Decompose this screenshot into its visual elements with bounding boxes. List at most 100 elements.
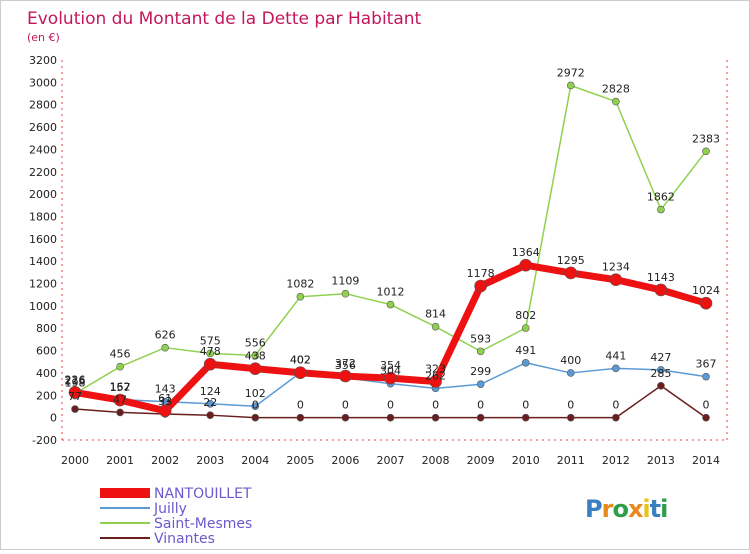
data-label-saint-mesmes: 456 <box>110 348 131 361</box>
data-point-vinantes <box>612 413 620 422</box>
data-point-vinantes <box>521 413 530 422</box>
data-label-vinantes: 0 <box>342 399 349 412</box>
data-point-saint-mesmes <box>161 343 169 352</box>
data-label-juilly: 367 <box>696 358 717 371</box>
data-label-juilly: 400 <box>560 354 581 367</box>
legend-label-saint-mesmes: Saint-Mesmes <box>154 516 252 532</box>
data-point-nantouillet <box>248 362 262 375</box>
data-label-saint-mesmes: 1862 <box>647 191 675 204</box>
axes: -200020040060080010001200140016001800200… <box>29 54 728 467</box>
data-point-saint-mesmes <box>702 147 710 156</box>
data-point-vinantes <box>702 413 710 422</box>
data-label-juilly: 299 <box>470 365 491 378</box>
data-point-saint-mesmes <box>612 97 620 106</box>
data-label-vinantes: 285 <box>650 367 671 380</box>
data-point-saint-mesmes <box>521 324 530 332</box>
data-label-saint-mesmes: 2383 <box>692 132 720 145</box>
y-tick-label: 400 <box>36 367 57 380</box>
data-label-vinantes: 0 <box>477 399 484 412</box>
data-point-vinantes <box>431 413 440 422</box>
data-label-saint-mesmes: 2828 <box>602 83 630 96</box>
data-label-juilly: 304 <box>380 365 401 378</box>
data-point-juilly <box>612 364 620 373</box>
data-point-vinantes <box>296 413 305 422</box>
data-point-saint-mesmes <box>206 349 215 358</box>
data-label-vinantes: 0 <box>567 399 574 412</box>
y-tick-label: 2000 <box>29 188 57 201</box>
x-tick-label: 2008 <box>422 454 450 467</box>
data-label-nantouillet: 226 <box>65 373 86 386</box>
data-point-vinantes <box>341 413 350 422</box>
data-label-vinantes: 33 <box>158 395 172 408</box>
data-point-juilly <box>521 358 530 367</box>
y-tick-label: 2200 <box>29 166 57 179</box>
data-label-saint-mesmes: 1109 <box>331 275 359 288</box>
y-tick-label: 3200 <box>29 54 57 67</box>
data-point-nantouillet <box>113 393 127 407</box>
logo-text: Proxiti <box>585 495 667 523</box>
data-label-vinantes: 0 <box>297 399 304 412</box>
data-labels: 198 162 143 124 102 402 356 304 262 299 491 400 441 4… <box>65 66 721 411</box>
data-point-juilly <box>702 372 710 381</box>
data-point-juilly <box>566 369 575 377</box>
data-label-nantouillet: 402 <box>290 354 311 367</box>
legend-label-juilly: Juilly <box>153 501 187 517</box>
data-label-nantouillet: 1143 <box>647 271 675 284</box>
data-label-nantouillet: 323 <box>425 363 446 376</box>
data-label-vinantes: 0 <box>432 399 439 412</box>
y-tick-label: 1600 <box>29 233 57 246</box>
data-point-vinantes <box>251 413 260 422</box>
data-point-saint-mesmes <box>251 351 260 360</box>
data-point-saint-mesmes <box>657 205 665 214</box>
data-label-vinantes: 0 <box>612 399 619 412</box>
data-label-juilly: 356 <box>335 359 356 372</box>
data-point-saint-mesmes <box>386 300 395 309</box>
y-tick-label: 1200 <box>29 278 57 291</box>
y-tick-label: 1000 <box>29 300 57 313</box>
data-point-nantouillet <box>609 273 623 287</box>
x-tick-label: 2006 <box>331 454 359 467</box>
data-point-nantouillet <box>699 296 713 310</box>
y-tick-label: 2600 <box>29 121 57 134</box>
data-label-juilly: 427 <box>650 351 671 364</box>
data-point-vinantes <box>71 405 79 413</box>
x-tick-label: 2002 <box>151 454 179 467</box>
x-tick-label: 2003 <box>196 454 224 467</box>
data-point-saint-mesmes <box>566 81 575 90</box>
x-tick-label: 2011 <box>557 454 585 467</box>
data-label-nantouillet: 61 <box>158 392 172 405</box>
data-label-juilly: 143 <box>155 383 176 396</box>
y-tick-label: 600 <box>36 345 57 358</box>
data-point-vinantes <box>116 408 124 417</box>
x-tick-label: 2009 <box>467 454 495 467</box>
data-point-nantouillet <box>339 369 352 383</box>
data-point-nantouillet <box>68 386 82 399</box>
data-point-saint-mesmes <box>296 292 305 301</box>
data-label-saint-mesmes: 593 <box>470 332 491 345</box>
x-tick-label: 2013 <box>647 454 675 467</box>
data-label-juilly: 262 <box>425 369 446 382</box>
data-point-saint-mesmes <box>341 289 350 298</box>
y-tick-label: 200 <box>36 389 57 402</box>
data-point-vinantes <box>657 381 665 390</box>
chart-unit: (en €) <box>27 31 60 44</box>
chart-title: Evolution du Montant de la Dette par Hab… <box>27 9 422 29</box>
y-tick-label: 800 <box>36 322 57 335</box>
y-tick-label: 2800 <box>29 99 57 112</box>
data-label-juilly: 402 <box>290 354 311 367</box>
data-label-vinantes: 0 <box>252 399 259 412</box>
y-tick-label: 3000 <box>29 76 57 89</box>
data-point-nantouillet <box>203 357 217 371</box>
data-label-saint-mesmes: 2972 <box>557 66 585 79</box>
data-point-nantouillet <box>519 258 533 272</box>
data-label-saint-mesmes: 814 <box>425 308 446 321</box>
x-tick-label: 2007 <box>377 454 405 467</box>
data-label-saint-mesmes: 1082 <box>286 278 314 291</box>
data-point-nantouillet <box>564 266 578 280</box>
data-label-vinantes: 77 <box>68 390 82 403</box>
data-point-nantouillet <box>384 371 397 385</box>
data-point-juilly <box>657 366 665 374</box>
